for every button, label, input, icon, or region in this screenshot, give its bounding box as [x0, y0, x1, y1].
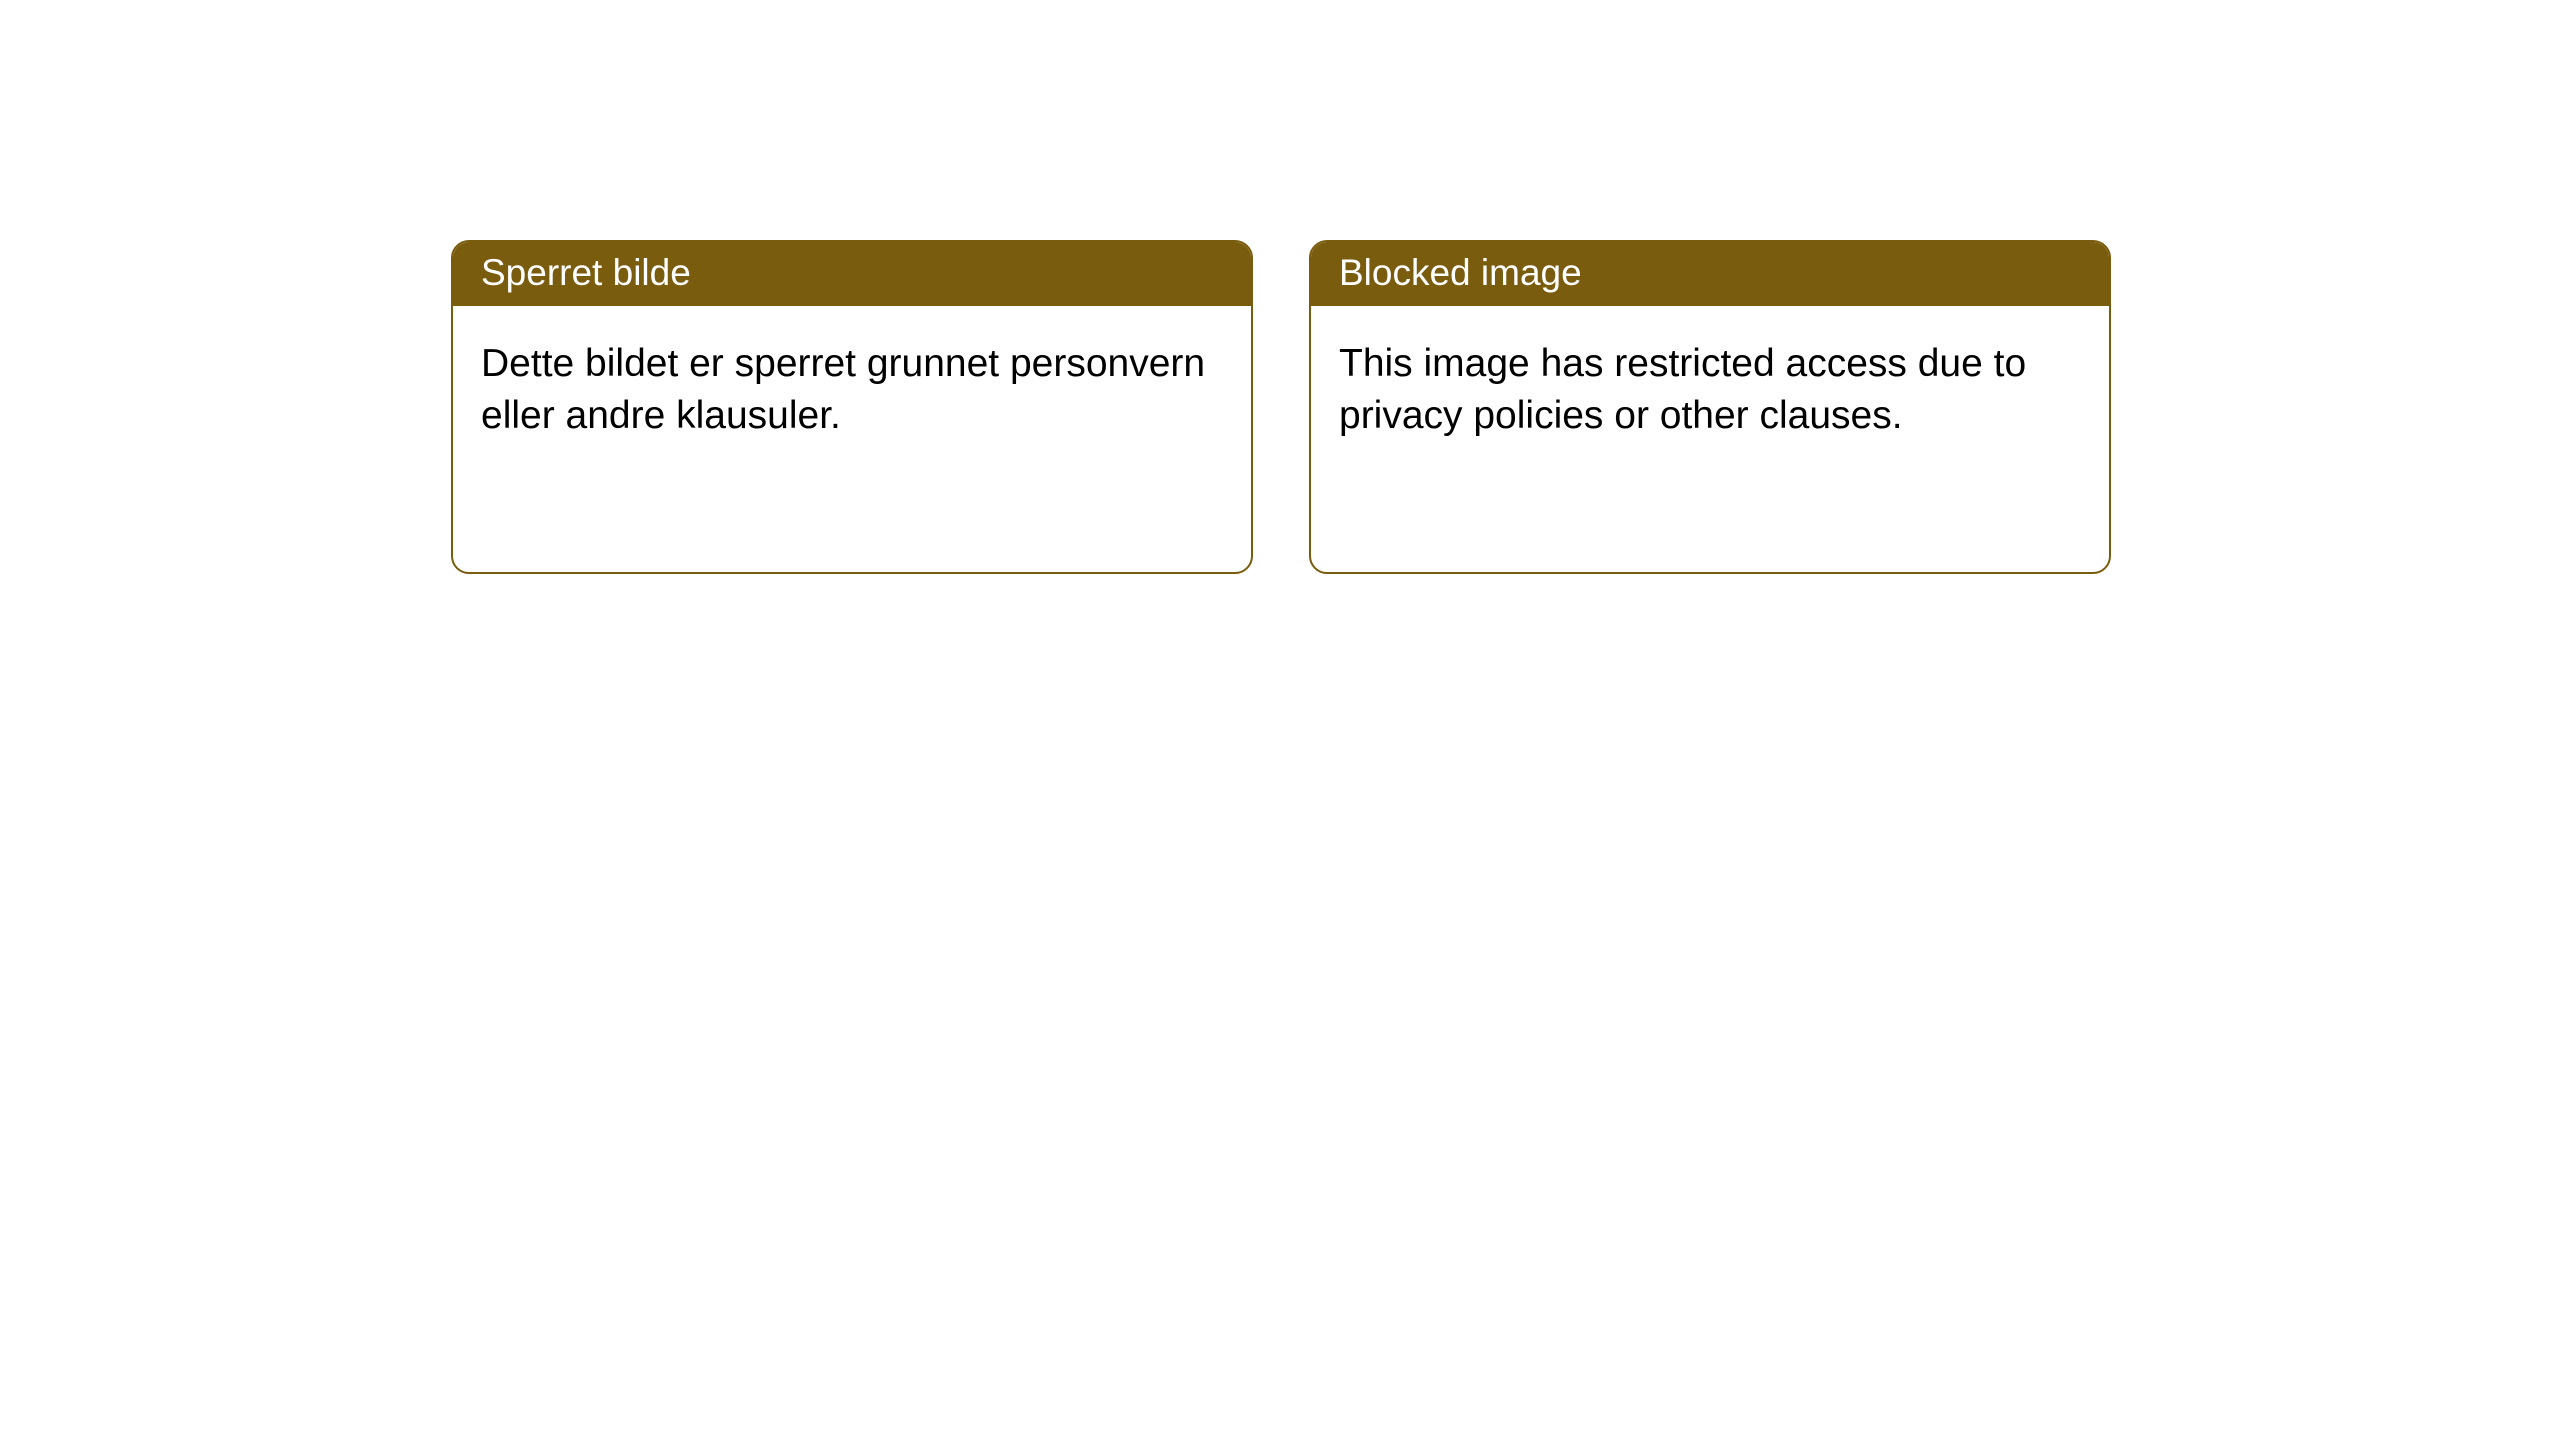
notice-title: Blocked image [1339, 252, 1582, 293]
notice-body: This image has restricted access due to … [1311, 306, 2109, 474]
notice-card-english: Blocked image This image has restricted … [1309, 240, 2111, 574]
notice-card-norwegian: Sperret bilde Dette bildet er sperret gr… [451, 240, 1253, 574]
notice-header: Sperret bilde [453, 242, 1251, 306]
notice-body-text: Dette bildet er sperret grunnet personve… [481, 342, 1205, 437]
notice-header: Blocked image [1311, 242, 2109, 306]
notice-title: Sperret bilde [481, 252, 691, 293]
notice-body: Dette bildet er sperret grunnet personve… [453, 306, 1251, 474]
notice-container: Sperret bilde Dette bildet er sperret gr… [0, 0, 2560, 574]
notice-body-text: This image has restricted access due to … [1339, 342, 2026, 437]
